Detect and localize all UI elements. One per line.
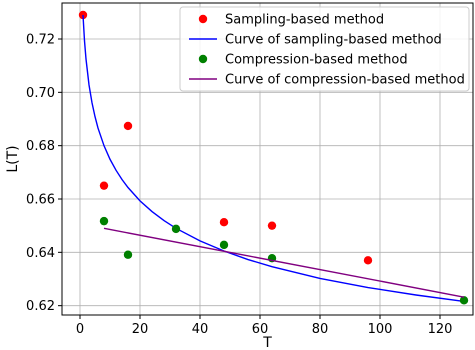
y-tick-label: 0.62 (26, 299, 55, 314)
compression-based-method-point (99, 216, 109, 226)
x-tick-label: 40 (192, 322, 209, 337)
legend-entry-label: Curve of compression-based method (225, 73, 465, 88)
y-tick-label: 0.70 (26, 86, 55, 101)
x-tick-label: 100 (368, 322, 393, 337)
y-tick-label: 0.64 (26, 246, 55, 261)
compression-based-method-point (171, 224, 181, 234)
sampling-based-method-point (123, 121, 133, 131)
legend: Sampling-based method Curve of sampling-b… (179, 6, 470, 92)
x-tick-label: 60 (252, 322, 269, 337)
axis-ticks: 0 20 40 60 80 100 120 0.62 0.64 0.66 0.68 0.70 0.72 (26, 33, 452, 338)
legend-marker-swatch (198, 54, 208, 64)
sampling-based-method-point (363, 256, 373, 265)
x-tick-label: 0 (76, 322, 84, 337)
legend-entry-label: Compression-based method (225, 53, 408, 68)
legend-box (179, 6, 470, 92)
y-tick-label: 0.72 (26, 33, 55, 48)
legend-marker-swatch (198, 14, 208, 24)
y-axis-label: L(T) (5, 145, 21, 172)
x-tick-label: 20 (132, 322, 149, 337)
compression-based-method-point (459, 296, 469, 305)
x-tick-label: 120 (428, 322, 453, 337)
legend-entry-label: Sampling-based method (225, 13, 384, 28)
x-axis-label: T (262, 335, 272, 350)
compression-based-method-point (123, 250, 133, 259)
plot-frame (61, 2, 474, 316)
curve-of-sampling-based-method-line (82, 14, 465, 303)
legend-entry-label: Curve of sampling-based method (225, 33, 442, 48)
x-tick-label: 80 (312, 322, 329, 337)
sampling-based-method-point (219, 218, 229, 227)
sampling-based-method-point (267, 221, 277, 230)
plot-series (78, 10, 469, 305)
y-tick-label: 0.66 (26, 193, 55, 208)
compression-based-method-point (219, 240, 229, 250)
y-tick-label: 0.68 (26, 139, 55, 154)
curve-of-compression-based-method-line (103, 227, 465, 298)
sampling-based-method-point (99, 181, 109, 190)
